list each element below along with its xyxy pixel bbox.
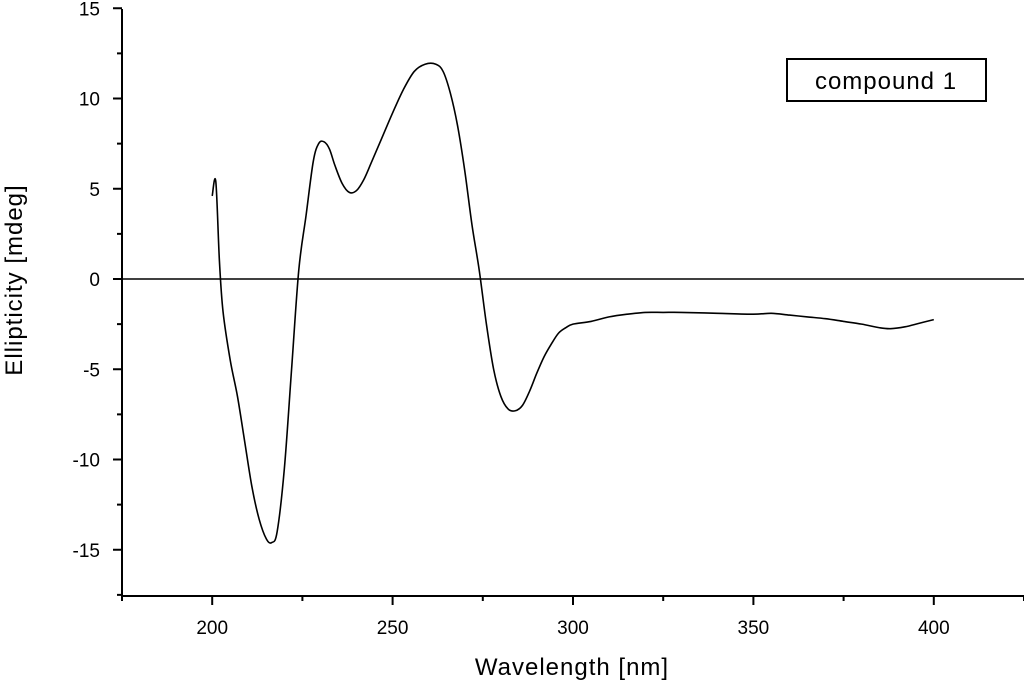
y-tick-label: 10 (79, 90, 100, 111)
y-tick-label: -5 (83, 360, 100, 381)
x-tick-label: 250 (377, 618, 409, 639)
y-tick-label: 15 (79, 0, 100, 20)
x-axis-title: Wavelength [nm] (475, 654, 669, 681)
tick-labels: 15 10 5 0 -5 -10 -15 200 250 300 350 400 (73, 0, 950, 639)
y-tick-label: -15 (73, 541, 100, 562)
x-tick-label: 400 (918, 618, 950, 639)
x-tick-label: 350 (738, 618, 770, 639)
ticks (113, 7, 1024, 605)
y-tick-label: 5 (89, 180, 100, 201)
x-tick-label: 300 (557, 618, 589, 639)
y-tick-label: -10 (73, 451, 100, 472)
legend: compound 1 (786, 58, 987, 102)
y-tick-label: 0 (89, 270, 100, 291)
legend-label: compound 1 (815, 68, 957, 95)
series-line-compound-1 (211, 62, 934, 544)
y-axis-title: Ellipticity [mdeg] (1, 184, 28, 375)
legend-box (786, 58, 987, 102)
x-tick-label: 200 (196, 618, 228, 639)
